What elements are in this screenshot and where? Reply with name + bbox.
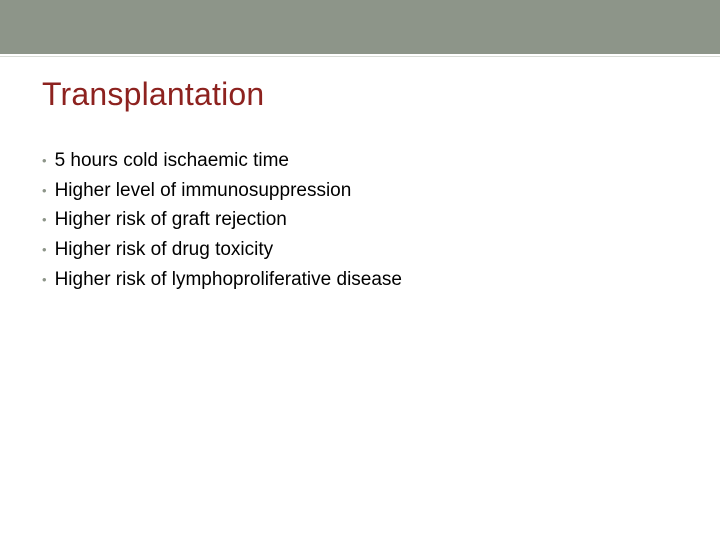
list-item: • Higher risk of lymphoproliferative dis… [42,267,678,293]
list-item: • Higher risk of graft rejection [42,207,678,233]
header-divider [0,56,720,57]
bullet-text: Higher risk of graft rejection [55,207,287,233]
slide-body: • 5 hours cold ischaemic time • Higher l… [42,148,678,296]
bullet-text: Higher risk of lymphoproliferative disea… [55,267,402,293]
bullet-icon: • [42,182,47,200]
bullet-icon: • [42,271,47,289]
slide: Transplantation • 5 hours cold ischaemic… [0,0,720,540]
list-item: • Higher level of immunosuppression [42,178,678,204]
bullet-icon: • [42,152,47,170]
bullet-icon: • [42,211,47,229]
bullet-text: Higher risk of drug toxicity [55,237,274,263]
list-item: • 5 hours cold ischaemic time [42,148,678,174]
bullet-text: Higher level of immunosuppression [55,178,352,204]
bullet-icon: • [42,241,47,259]
header-bar [0,0,720,54]
bullet-text: 5 hours cold ischaemic time [55,148,289,174]
slide-title: Transplantation [42,76,264,113]
list-item: • Higher risk of drug toxicity [42,237,678,263]
